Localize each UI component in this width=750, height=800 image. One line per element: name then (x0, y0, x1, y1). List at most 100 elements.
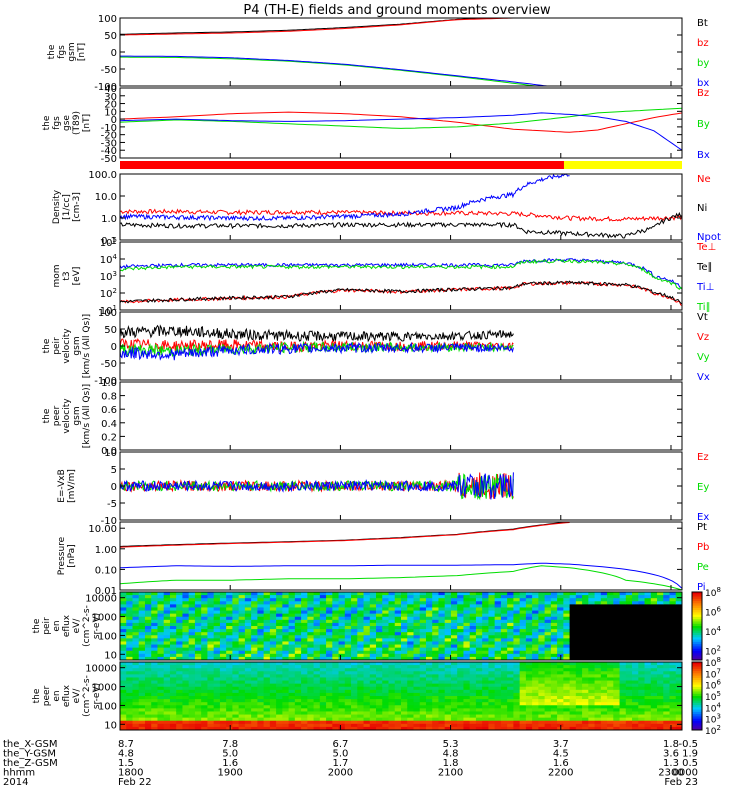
heatmap-cell (238, 610, 246, 615)
heatmap-cell (475, 714, 483, 719)
heatmap-cell (276, 696, 283, 700)
heatmap-cell (194, 668, 202, 672)
heatmap-cell (469, 592, 477, 596)
heatmap-cell (269, 598, 277, 602)
heatmap-cell (194, 595, 202, 599)
heatmap-cell (169, 650, 177, 655)
heatmap-cell (600, 598, 608, 602)
heatmap-cell (157, 610, 165, 615)
heatmap-cell (500, 699, 508, 703)
heatmap-cell (176, 677, 183, 682)
heatmap-cell (401, 677, 408, 682)
x-tick-label: 1.6 (222, 758, 238, 769)
heatmap-cell (519, 644, 527, 649)
heatmap-cell (594, 601, 602, 605)
heatmap-cell (151, 717, 158, 722)
heatmap-cell (613, 622, 621, 627)
heatmap-cell (194, 635, 202, 639)
heatmap-cell (575, 604, 583, 608)
heatmap-cell (263, 714, 271, 719)
heatmap-cell (625, 717, 633, 722)
heatmap-cell (276, 638, 283, 642)
heatmap-cell (494, 610, 502, 615)
heatmap-cell (613, 714, 621, 719)
heatmap-cell (563, 686, 571, 691)
heatmap-cell (201, 622, 208, 627)
heatmap-cell (138, 692, 146, 697)
heatmap-cell (419, 668, 427, 672)
heatmap-cell (288, 683, 296, 688)
heatmap-cell (319, 622, 327, 627)
heatmap-cell (319, 601, 327, 605)
heatmap-cell (120, 647, 127, 652)
heatmap-cell (351, 699, 358, 703)
heatmap-cell (650, 680, 658, 685)
heatmap-cell (120, 653, 127, 658)
heatmap-cell (388, 619, 396, 624)
heatmap-cell (394, 708, 402, 712)
heatmap-cell (163, 653, 171, 658)
heatmap-cell (257, 610, 265, 615)
heatmap-cell (363, 641, 371, 646)
heatmap-cell (675, 641, 682, 646)
heatmap-cell (188, 656, 196, 660)
colorbar-tick-label: 108 (705, 586, 721, 599)
heatmap-cell (169, 671, 177, 675)
heatmap-cell (438, 647, 446, 652)
heatmap-cell (132, 680, 140, 685)
heatmap-cell (188, 610, 196, 615)
heatmap-cell (425, 629, 433, 633)
heatmap-cell (432, 717, 439, 722)
heatmap-cell (263, 644, 271, 649)
heatmap-cell (263, 689, 271, 694)
heatmap-cell (226, 629, 233, 633)
heatmap-cell (657, 671, 664, 675)
heatmap-cell (613, 680, 621, 685)
heatmap-cell (213, 635, 221, 639)
heatmap-cell (238, 656, 246, 660)
heatmap-cell (413, 702, 421, 706)
heatmap-cell (488, 629, 496, 633)
heatmap-cell (163, 626, 171, 630)
heatmap-cell (251, 723, 258, 728)
heatmap-cell (663, 641, 671, 646)
heatmap-cell (469, 699, 477, 703)
y-tick-label: 0.0 (101, 446, 117, 457)
x-tick-label: 4.5 (553, 749, 569, 760)
heatmap-cell (613, 696, 621, 700)
heatmap-cell (401, 671, 408, 675)
heatmap-cell (600, 635, 608, 639)
heatmap-cell (469, 662, 477, 666)
heatmap-cell (638, 616, 646, 621)
heatmap-cell (369, 610, 377, 615)
heatmap-cell (382, 619, 390, 624)
heatmap-cell (532, 629, 539, 633)
heatmap-cell (207, 638, 215, 642)
heatmap-cell (457, 650, 464, 655)
heatmap-cell (569, 714, 577, 719)
heatmap-cell (163, 592, 171, 596)
heatmap-cell (519, 680, 527, 685)
heatmap-cell (144, 601, 152, 605)
heatmap-cell (507, 653, 514, 658)
heatmap-cell (419, 601, 427, 605)
heatmap-cell (244, 610, 252, 615)
heatmap-cell (582, 692, 589, 697)
heatmap-cell (257, 683, 265, 688)
heatmap-cell (207, 650, 215, 655)
heatmap-cell (663, 616, 671, 621)
heatmap-cell (588, 696, 596, 700)
heatmap-cell (582, 638, 589, 642)
heatmap-cell (407, 680, 414, 685)
heatmap-cell (563, 696, 571, 700)
heatmap-cell (644, 632, 652, 636)
heatmap-cell (657, 702, 664, 706)
heatmap-cell (450, 705, 458, 709)
heatmap-cell (538, 720, 546, 725)
heatmap-cell (394, 601, 402, 605)
heatmap-cell (188, 714, 196, 719)
heatmap-cell (151, 711, 158, 716)
heatmap-cell (176, 699, 183, 703)
heatmap-cell (550, 629, 558, 633)
heatmap-cell (269, 650, 277, 655)
